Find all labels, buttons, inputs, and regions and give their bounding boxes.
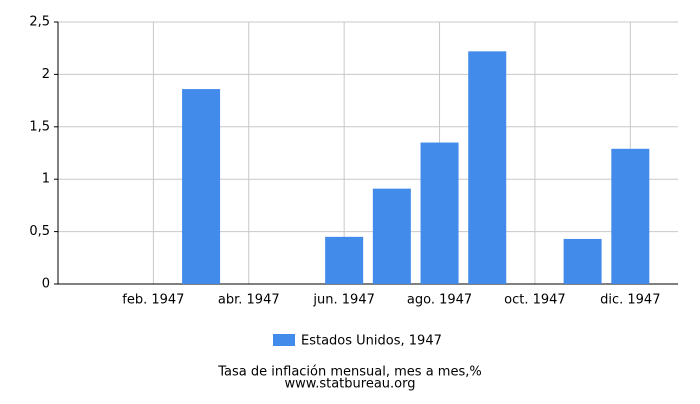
y-tick-label: 2,5 xyxy=(29,15,50,30)
bar xyxy=(182,89,221,285)
bar xyxy=(372,188,411,284)
x-tick-label: dic. 1947 xyxy=(600,293,660,308)
x-tick-label: feb. 1947 xyxy=(122,293,184,308)
legend-label: Estados Unidos, 1947 xyxy=(301,334,442,349)
bar xyxy=(563,238,602,284)
caption: Tasa de inflación mensual, mes a mes,% xyxy=(217,365,481,380)
x-tick-label: abr. 1947 xyxy=(218,293,280,308)
y-tick-label: 0 xyxy=(42,277,50,292)
y-tick-label: 0,5 xyxy=(29,224,50,239)
bar xyxy=(611,148,650,284)
x-tick-label: oct. 1947 xyxy=(504,293,566,308)
y-tick-label: 1,5 xyxy=(29,119,50,134)
y-tick-label: 1 xyxy=(42,172,50,187)
x-tick-label: ago. 1947 xyxy=(407,293,472,308)
legend-swatch xyxy=(273,334,295,346)
x-tick-label: jun. 1947 xyxy=(312,293,374,308)
bar xyxy=(420,142,459,284)
bar xyxy=(468,51,507,285)
y-tick-label: 2 xyxy=(42,67,50,82)
source: www.statbureau.org xyxy=(285,377,416,392)
bar xyxy=(325,236,364,284)
